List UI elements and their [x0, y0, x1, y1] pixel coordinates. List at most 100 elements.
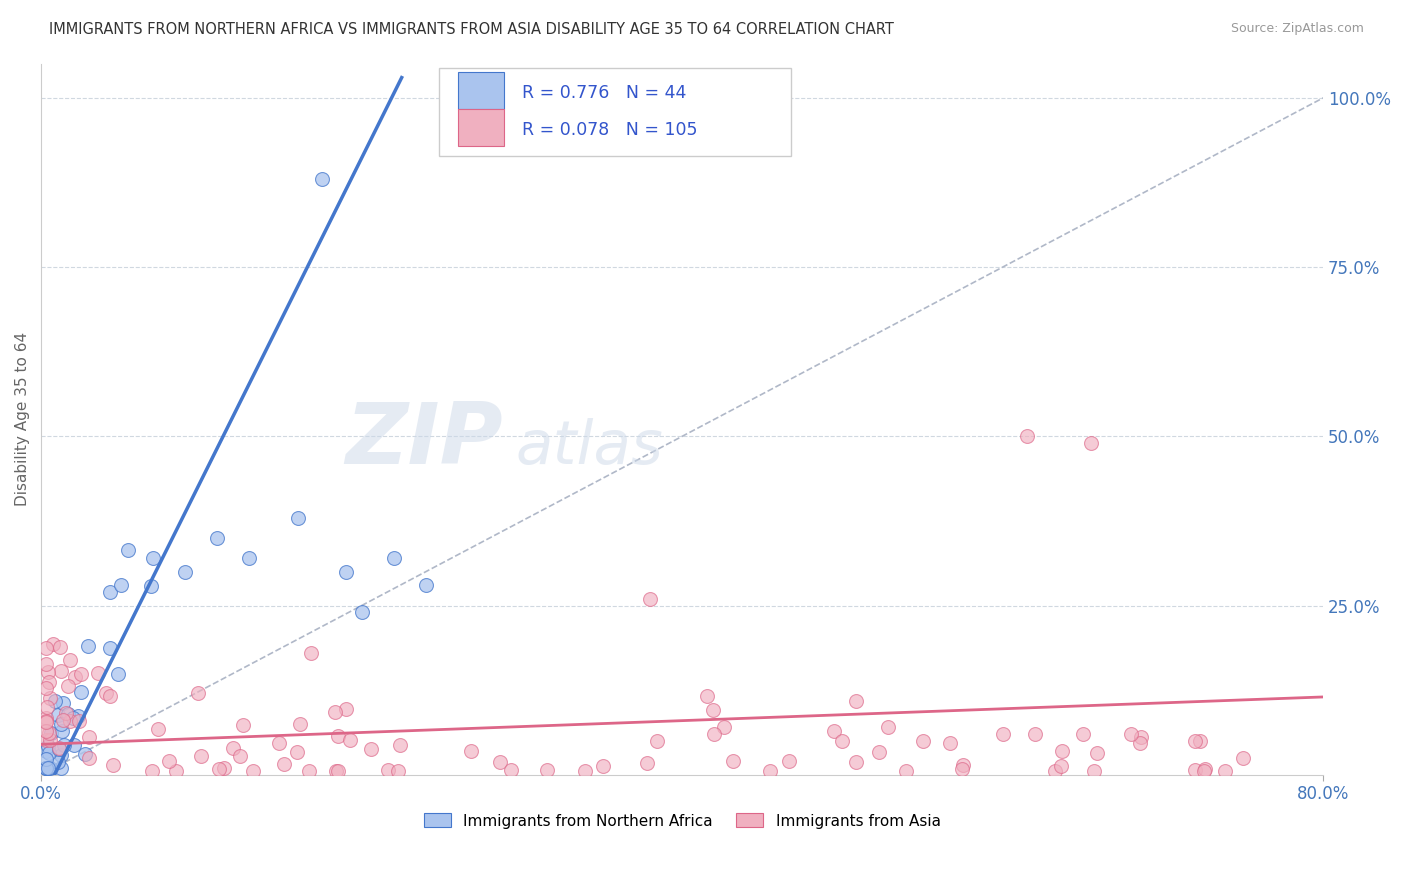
Point [56, 679, 79, 693]
Point [190, 748, 212, 763]
Point [35, 657, 58, 671]
Point [42, 637, 65, 651]
Point [636, 756, 658, 771]
Point [39, 761, 62, 775]
Point [645, 734, 668, 748]
Point [1192, 764, 1215, 778]
Point [35, 699, 58, 714]
Point [360, 742, 382, 756]
Point [574, 764, 596, 779]
Point [387, 764, 409, 779]
Point [939, 736, 962, 750]
Point [311, 172, 333, 186]
Point [377, 763, 399, 777]
Point [298, 764, 321, 778]
Point [1232, 751, 1254, 765]
Point [1080, 436, 1102, 450]
Point [148, 722, 170, 736]
Point [49, 747, 72, 762]
Point [51, 724, 73, 739]
Point [489, 755, 512, 769]
Point [290, 717, 312, 731]
Point [499, 763, 522, 777]
Point [53, 739, 76, 753]
Point [157, 754, 180, 768]
Point [98, 689, 121, 703]
Point [100, 640, 122, 655]
Point [350, 605, 373, 619]
Point [339, 733, 361, 747]
Point [35, 761, 58, 775]
Point [1188, 734, 1211, 748]
Point [141, 579, 163, 593]
Point [845, 693, 868, 707]
Text: atlas: atlas [516, 418, 664, 477]
Point [536, 763, 558, 777]
Point [328, 729, 350, 743]
Point [77, 730, 100, 744]
Point [1015, 429, 1038, 443]
Point [63, 738, 86, 752]
Point [35, 761, 58, 775]
Point [98, 584, 121, 599]
Point [952, 758, 974, 772]
Point [721, 754, 744, 768]
Point [232, 718, 254, 732]
Point [1085, 746, 1108, 760]
Point [59, 714, 82, 728]
Point [894, 764, 917, 778]
Point [242, 764, 264, 779]
Point [63, 670, 86, 684]
Point [94, 685, 117, 699]
Point [70, 667, 93, 681]
Point [73, 747, 96, 761]
Point [46, 707, 69, 722]
Point [35, 711, 58, 725]
Point [77, 639, 100, 653]
Point [823, 724, 845, 739]
Point [48, 741, 70, 756]
Point [35, 681, 58, 696]
Text: R = 0.078   N = 105: R = 0.078 N = 105 [522, 121, 697, 139]
Point [877, 720, 900, 734]
Point [35, 714, 58, 729]
Point [991, 727, 1014, 741]
Point [1071, 727, 1094, 741]
Point [299, 646, 322, 660]
Point [831, 734, 853, 748]
Point [326, 764, 349, 779]
Point [1129, 736, 1152, 750]
Point [51, 761, 73, 775]
Point [1215, 764, 1237, 779]
Point [221, 741, 243, 756]
Point [238, 551, 260, 566]
Point [101, 758, 124, 772]
Point [950, 762, 973, 776]
Point [35, 744, 58, 758]
Point [62, 711, 84, 725]
Point [1194, 763, 1216, 777]
Point [67, 714, 90, 729]
Point [758, 764, 780, 779]
Point [70, 685, 93, 699]
Point [77, 751, 100, 765]
Point [285, 745, 308, 759]
Point [37, 739, 59, 754]
Point [187, 686, 209, 700]
FancyBboxPatch shape [439, 68, 792, 156]
Point [174, 565, 197, 579]
Point [38, 733, 60, 747]
Point [52, 714, 75, 728]
FancyBboxPatch shape [458, 72, 503, 110]
Point [207, 763, 229, 777]
Text: ZIP: ZIP [344, 400, 502, 483]
Point [207, 531, 229, 545]
Point [703, 727, 725, 741]
Point [911, 734, 934, 748]
Point [141, 764, 163, 778]
Point [49, 640, 72, 655]
Point [39, 726, 62, 740]
Point [287, 510, 309, 524]
Point [87, 666, 110, 681]
FancyBboxPatch shape [458, 109, 503, 146]
